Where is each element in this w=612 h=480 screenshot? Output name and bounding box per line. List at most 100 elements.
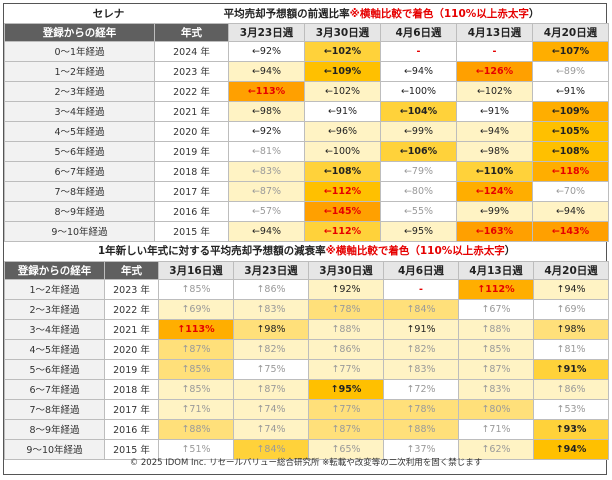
table-title: 平均売却予想額の前週比率※横軸比較で着色（110%以上赤太字） <box>155 4 609 23</box>
table-row: 8～9年経過 2016 年 ←57% ←145% ←55% ←99% ←94% <box>4 200 609 222</box>
ratio-cell: ←55% <box>380 200 457 222</box>
row-model-year: 2022 年 <box>154 80 229 102</box>
row-elapsed-label: 8～9年経過 <box>4 200 155 222</box>
col-header-week: 4月20日週 <box>532 22 609 42</box>
table-row: 4～5年経過 2020 年 ←92% ←96% ←99% ←94% ←105% <box>4 120 609 142</box>
row-elapsed-label: 6～7年経過 <box>4 378 105 400</box>
table-row: 5～6年経過 2019 年 ←81% ←100% ←106% ←98% ←108% <box>4 140 609 162</box>
row-model-year: 2021 年 <box>154 100 229 122</box>
ratio-cell: ↑83% <box>458 378 534 400</box>
ratio-cell: ↑98% <box>532 318 610 340</box>
ratio-cell: ←89% <box>532 60 609 82</box>
ratio-cell: ←112% <box>304 220 381 242</box>
table-row: 0～1年経過 2024 年 ←92% ←102% - - ←107% <box>4 40 609 62</box>
table-row: 5～6年経過 2019 年 ↑85% ↑75% ↑77% ↑83% ↑87% ↑91% <box>4 358 610 380</box>
ratio-cell: ↑53% <box>532 398 610 420</box>
ratio-cell: ↑71% <box>458 418 534 440</box>
row-model-year: 2023 年 <box>154 60 229 82</box>
ratio-cell: ←126% <box>456 60 533 82</box>
row-model-year: 2020 年 <box>104 338 159 360</box>
ratio-cell: ←108% <box>304 160 381 182</box>
ratio-cell: ↑81% <box>532 338 610 360</box>
ratio-cell: ←91% <box>304 100 381 122</box>
table-row: 7～8年経過 2017 年 ↑71% ↑74% ↑77% ↑78% ↑80% ↑53% <box>4 398 610 420</box>
ratio-cell: ←109% <box>532 100 609 122</box>
col-header-week: 4月6日週 <box>380 22 457 42</box>
col-header-week: 4月6日週 <box>383 260 459 280</box>
row-model-year: 2017 年 <box>104 398 159 420</box>
ratio-cell: ↑93% <box>532 418 610 440</box>
table-row: 7～8年経過 2017 年 ←87% ←112% ←80% ←124% ←70% <box>4 180 609 202</box>
row-model-year: 2024 年 <box>154 40 229 62</box>
row-elapsed-label: 7～8年経過 <box>4 180 155 202</box>
col-header-week: 4月20日週 <box>532 260 610 280</box>
row-model-year: 2015 年 <box>154 220 229 242</box>
ratio-cell: ←163% <box>456 220 533 242</box>
ratio-cell: ←92% <box>228 120 305 142</box>
ratio-cell: ↑87% <box>308 418 384 440</box>
col-header-week: 3月16日週 <box>158 260 234 280</box>
ratio-cell: ↑95% <box>308 378 384 400</box>
ratio-cell: ←91% <box>456 100 533 122</box>
ratio-cell: ↑83% <box>383 358 459 380</box>
row-model-year: 2023 年 <box>104 278 159 300</box>
table-row: 8～9年経過 2016 年 ↑88% ↑74% ↑87% ↑88% ↑71% ↑93% <box>4 418 610 440</box>
ratio-cell: ↑88% <box>458 318 534 340</box>
ratio-cell: ←94% <box>228 220 305 242</box>
ratio-cell: ←113% <box>228 80 305 102</box>
ratio-cell: ←99% <box>456 200 533 222</box>
table-row: 2～3年経過 2022 年 ←113% ←102% ←100% ←102% ←91% <box>4 80 609 102</box>
ratio-cell: ↑75% <box>233 358 309 380</box>
ratio-cell: ←124% <box>456 180 533 202</box>
ratio-cell: ↑69% <box>158 298 234 320</box>
col-header-week: 3月23日週 <box>233 260 309 280</box>
ratio-cell: ↑74% <box>233 398 309 420</box>
ratio-cell: ↑67% <box>458 298 534 320</box>
col-header-week: 4月13日週 <box>458 260 534 280</box>
ratio-cell: ↑112% <box>458 278 534 300</box>
row-elapsed-label: 0～1年経過 <box>4 40 155 62</box>
ratio-cell: ↑87% <box>233 378 309 400</box>
ratio-cell: ←108% <box>532 140 609 162</box>
ratio-cell: ↑86% <box>233 278 309 300</box>
weekly-ratio-table: セレナ 平均売却予想額の前週比率※横軸比較で着色（110%以上赤太字） 登録からの経… <box>4 4 609 242</box>
row-elapsed-label: 3～4年経過 <box>4 318 105 340</box>
ratio-cell: ↑80% <box>458 398 534 420</box>
ratio-cell: ←94% <box>532 200 609 222</box>
table-header-row: 登録からの経年 年式 3月16日週 3月23日週 3月30日週 4月6日週 4月13日週 4月… <box>4 260 610 280</box>
ratio-cell: ←98% <box>456 140 533 162</box>
table-title-note: ※横軸比較で着色（110%以上 <box>325 244 474 257</box>
ratio-cell: ↑72% <box>383 378 459 400</box>
row-model-year: 2019 年 <box>104 358 159 380</box>
table-title-note-red: 赤太字 <box>473 244 505 257</box>
ratio-cell: ↑82% <box>383 338 459 360</box>
col-header-week: 4月13日週 <box>456 22 533 42</box>
row-model-year: 2022 年 <box>104 298 159 320</box>
ratio-cell: ↑86% <box>308 338 384 360</box>
ratio-cell: ←102% <box>304 40 381 62</box>
ratio-cell: ←145% <box>304 200 381 222</box>
col-header-week: 3月23日週 <box>228 22 305 42</box>
ratio-cell: ←102% <box>456 80 533 102</box>
ratio-cell: ↑51% <box>158 438 234 460</box>
row-elapsed-label: 5～6年経過 <box>4 140 155 162</box>
table-row: 3～4年経過 2021 年 ←98% ←91% ←104% ←91% ←109% <box>4 100 609 122</box>
table-title-row: セレナ 平均売却予想額の前週比率※横軸比較で着色（110%以上赤太字） <box>5 4 609 23</box>
ratio-cell: ←107% <box>532 40 609 62</box>
ratio-cell: ↑91% <box>532 358 610 380</box>
ratio-cell: ←70% <box>532 180 609 202</box>
table-row: 9～10年経過 2015 年 ←94% ←112% ←95% ←163% ←143% <box>4 220 609 242</box>
ratio-cell: ←96% <box>304 120 381 142</box>
col-header-week: 3月30日週 <box>308 260 384 280</box>
row-model-year: 2018 年 <box>154 160 229 182</box>
table-title-row: 1年新しい年式に対する平均売却予想額の減衰率※横軸比較で着色（110%以上赤太字… <box>5 240 609 261</box>
col-header-model-year: 年式 <box>104 260 159 280</box>
ratio-cell: ↑85% <box>158 278 234 300</box>
row-elapsed-label: 8～9年経過 <box>4 418 105 440</box>
col-header-elapsed: 登録からの経年 <box>4 260 105 280</box>
row-model-year: 2018 年 <box>104 378 159 400</box>
row-elapsed-label: 7～8年経過 <box>4 398 105 420</box>
ratio-cell: ←99% <box>380 120 457 142</box>
row-elapsed-label: 4～5年経過 <box>4 338 105 360</box>
ratio-cell: - <box>456 40 533 62</box>
